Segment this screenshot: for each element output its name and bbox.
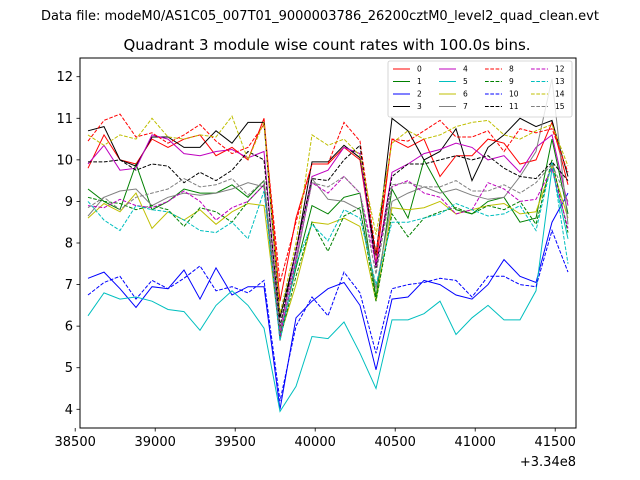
x-tick-label: 41500 <box>535 435 576 450</box>
legend-label-1: 1 <box>417 77 422 86</box>
x-offset-label: +3.34e8 <box>520 455 576 470</box>
legend-label-3: 3 <box>417 102 422 111</box>
series-line-7 <box>87 78 569 341</box>
legend-label-13: 13 <box>555 77 565 86</box>
x-tick-label: 39500 <box>215 435 256 450</box>
y-tick-label: 12 <box>56 70 73 85</box>
legend-box <box>387 60 573 118</box>
y-tick-label: 11 <box>56 112 73 127</box>
legend-label-6: 6 <box>463 90 468 99</box>
series-line-13 <box>87 161 569 341</box>
legend-label-4: 4 <box>463 65 468 74</box>
x-axis: 38500 39000 39500 40000 40500 41000 41500 <box>55 428 576 450</box>
x-tick-label: 40500 <box>375 435 416 450</box>
suptitle: Data file: modeM0/AS1C05_007T01_90000037… <box>41 9 599 24</box>
series-line-12 <box>87 166 569 337</box>
legend-label-8: 8 <box>509 65 514 74</box>
x-tick-label: 41000 <box>455 435 496 450</box>
series-line-11 <box>88 144 569 327</box>
series-line-14 <box>87 115 569 314</box>
y-tick-label: 9 <box>65 195 73 210</box>
series-line-5 <box>87 168 569 413</box>
series-line-8 <box>87 113 569 283</box>
legend-label-12: 12 <box>555 65 565 74</box>
series-line-4 <box>87 134 569 331</box>
x-tick-label: 39000 <box>135 435 176 450</box>
legend-label-7: 7 <box>463 102 468 111</box>
legend-label-5: 5 <box>463 77 468 86</box>
series-line-3 <box>87 117 569 318</box>
y-tick-label: 5 <box>65 361 73 376</box>
legend-label-2: 2 <box>417 90 422 99</box>
legend-label-14: 14 <box>555 90 565 99</box>
chart-title: Quadrant 3 module wise count rates with … <box>123 36 530 54</box>
legend-label-0: 0 <box>417 65 422 74</box>
series-layer <box>87 78 569 413</box>
legend-label-9: 9 <box>509 77 514 86</box>
y-tick-label: 10 <box>56 153 73 168</box>
series-line-10 <box>87 228 569 402</box>
legend-label-11: 11 <box>509 102 519 111</box>
y-tick-label: 4 <box>65 403 73 418</box>
y-tick-label: 7 <box>65 278 73 293</box>
plot-area <box>80 58 576 428</box>
y-axis: 4 5 6 7 8 9 10 11 12 <box>56 70 80 418</box>
y-tick-label: 6 <box>65 320 73 335</box>
series-line-15 <box>87 163 569 331</box>
y-tick-label: 8 <box>65 237 73 252</box>
x-tick-label: 38500 <box>55 435 96 450</box>
legend-label-10: 10 <box>509 90 519 99</box>
series-line-9 <box>87 159 569 339</box>
legend-label-15: 15 <box>555 102 565 111</box>
series-line-1 <box>87 138 569 335</box>
x-tick-label: 40000 <box>295 435 336 450</box>
